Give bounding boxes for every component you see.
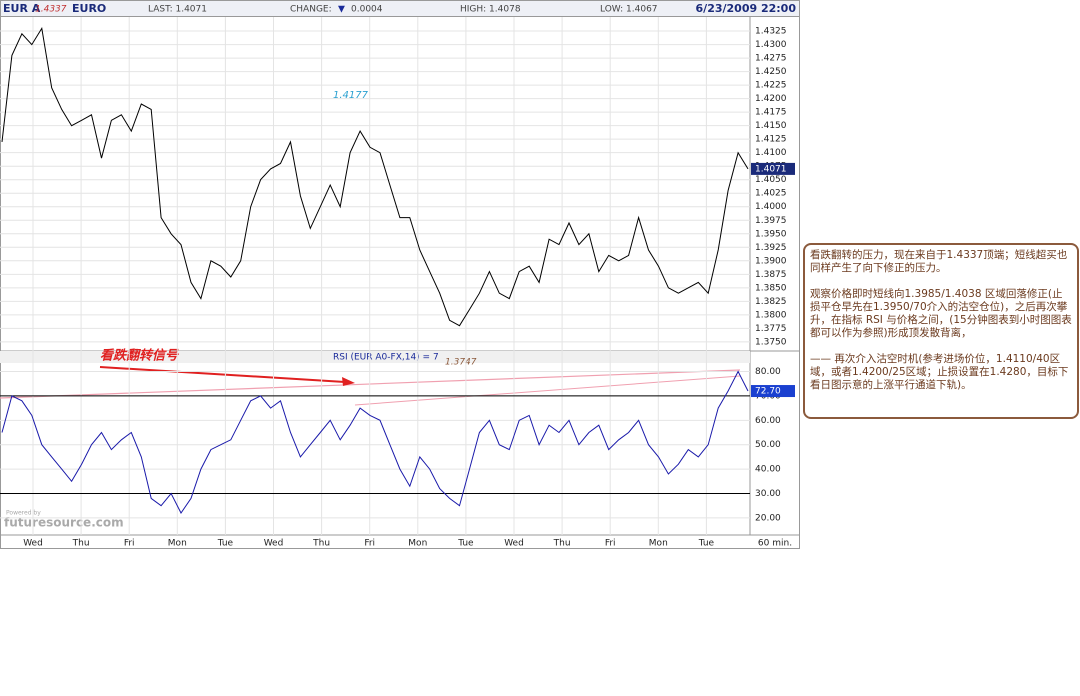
- y-tick-label: 1.4000: [755, 202, 787, 212]
- last-value-box: [751, 385, 795, 398]
- y-tick-label: 1.3850: [755, 283, 787, 293]
- last-value-label: 1.4071: [755, 164, 787, 174]
- x-tick-label: Tue: [217, 539, 234, 549]
- header-bar: [0, 0, 800, 17]
- x-tick-label: Fri: [124, 539, 135, 549]
- high-mark: 1.4337: [35, 5, 67, 15]
- y-tick-label: 1.4325: [755, 27, 787, 37]
- y-tick-label: 1.4025: [755, 189, 787, 199]
- y-tick-label: 1.4100: [755, 148, 787, 158]
- low-label: 1.3747: [445, 358, 477, 368]
- y-tick-label: 50.00: [755, 440, 781, 450]
- x-tick-label: Fri: [605, 539, 616, 549]
- x-tick-label: Mon: [649, 539, 668, 549]
- x-unit: 60 min.: [758, 539, 792, 549]
- peak-label: 1.4177: [333, 90, 369, 101]
- chart: EUR A 1.4337 EURO LAST: 1.4071 CHANGE: ▼…: [0, 0, 800, 549]
- signal-label: 看跌翻转信号: [100, 348, 179, 364]
- y-tick-label: 1.4125: [755, 135, 787, 145]
- series-line: [1, 370, 749, 514]
- y-tick-label: 40.00: [755, 465, 781, 475]
- high: HIGH: 1.4078: [460, 5, 521, 15]
- series-line: [1, 27, 749, 327]
- y-tick-label: 1.3750: [755, 337, 787, 347]
- x-tick-label: Mon: [168, 539, 187, 549]
- y-tick-label: 1.3775: [755, 324, 787, 334]
- powered: Powered by: [6, 510, 41, 517]
- last: LAST: 1.4071: [148, 5, 207, 15]
- x-tick-label: Wed: [264, 539, 284, 549]
- y-tick-label: 1.3825: [755, 297, 787, 307]
- x-tick-label: Thu: [553, 539, 571, 549]
- symbol: EUR A: [3, 2, 41, 15]
- y-tick-label: 80.00: [755, 367, 781, 377]
- y-tick-label: 1.4250: [755, 67, 787, 77]
- y-tick-label: 1.3800: [755, 310, 787, 320]
- note-text: 观察价格即时短线向1.3985/1.4038 区域回落修正(止损平仓早先在1.3…: [810, 288, 1072, 339]
- note-text: —— 再次介入沽空时机(参考进场价位，1.4110/40区域，或者1.4200/…: [810, 353, 1069, 391]
- y-tick-label: 1.4275: [755, 54, 787, 64]
- y-tick-label: 1.4150: [755, 121, 787, 131]
- y-tick-label: 1.3975: [755, 216, 787, 226]
- arrow: [99, 366, 346, 383]
- x-tick-label: Thu: [312, 539, 330, 549]
- x-tick-label: Wed: [23, 539, 43, 549]
- trend-line: [354, 375, 741, 406]
- y-tick-label: 1.3950: [755, 229, 787, 239]
- arrow-head: [342, 377, 355, 386]
- x-tick-label: Tue: [698, 539, 715, 549]
- x-tick-label: Thu: [72, 539, 90, 549]
- comment-box: 看跌翻转的压力，现在来自于1.4337顶端；短线超买也同样产生了向下修正的压力。…: [803, 243, 1079, 419]
- y-tick-label: 1.4300: [755, 40, 787, 50]
- x-tick-label: Wed: [504, 539, 524, 549]
- y-tick-label: 1.3900: [755, 256, 787, 266]
- y-tick-label: 30.00: [755, 489, 781, 499]
- y-tick-label: 1.4050: [755, 175, 787, 185]
- change-label: CHANGE:: [290, 5, 332, 15]
- y-tick-label: 20.00: [755, 513, 781, 523]
- y-tick-label: 1.4175: [755, 108, 787, 118]
- y-tick-label: 60.00: [755, 416, 781, 426]
- last-value-label: 72.70: [755, 387, 781, 397]
- brand: futuresource.com: [4, 516, 124, 530]
- datetime: 6/23/2009 22:00: [696, 2, 797, 15]
- x-tick-label: Mon: [408, 539, 427, 549]
- y-tick-label: 1.4225: [755, 81, 787, 91]
- rsi-label: RSI (EUR A0-FX,14) = 7: [333, 353, 439, 363]
- x-tick-label: Tue: [457, 539, 474, 549]
- y-tick-label: 1.3875: [755, 270, 787, 280]
- y-tick-label: 1.4200: [755, 94, 787, 104]
- change: 0.0004: [351, 5, 383, 15]
- name: EURO: [72, 2, 106, 15]
- x-tick-label: Fri: [364, 539, 375, 549]
- last-value-box: [751, 162, 795, 175]
- low: LOW: 1.4067: [600, 5, 658, 15]
- note-text: 看跌翻转的压力，现在来自于1.4337顶端；短线超买也同样产生了向下修正的压力。: [810, 249, 1068, 274]
- y-tick-label: 1.3925: [755, 243, 787, 253]
- change-arrow: ▼: [338, 5, 345, 15]
